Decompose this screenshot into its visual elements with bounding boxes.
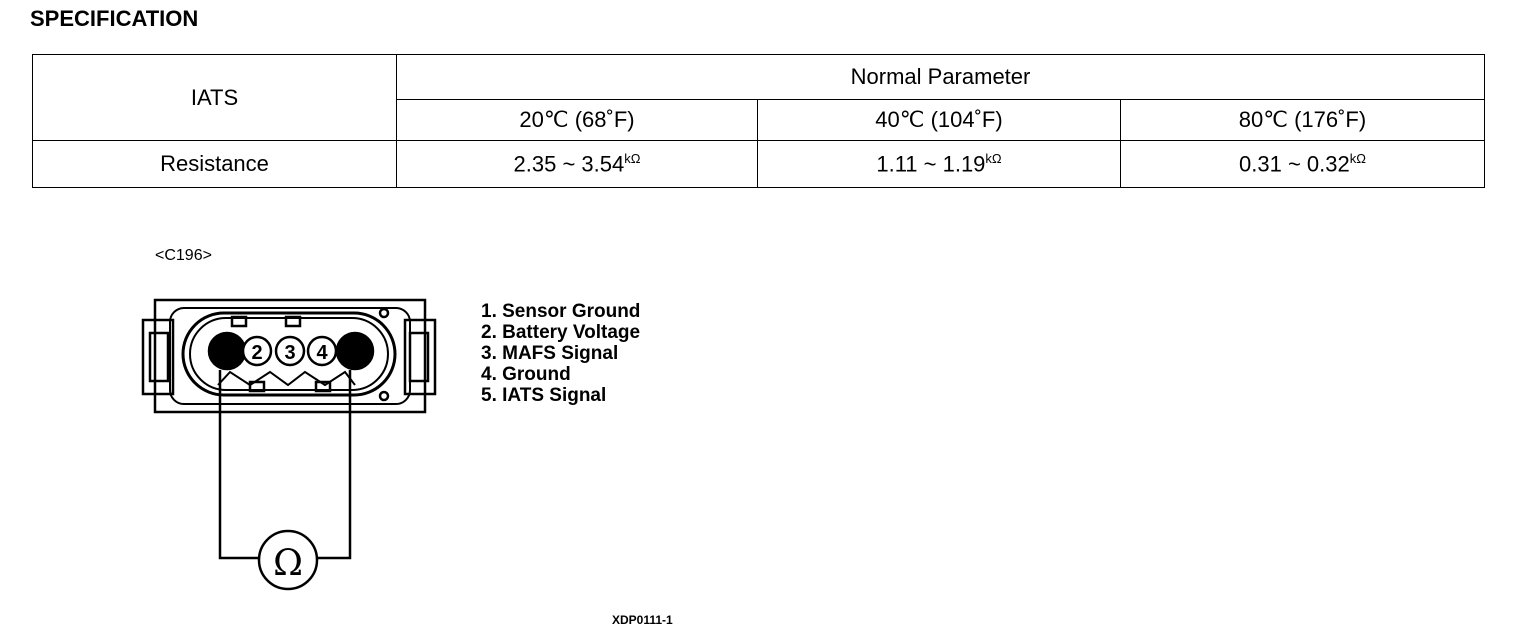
spec-table: IATS Normal Parameter 20℃ (68˚F) 40℃ (10… (32, 54, 1485, 188)
column-header: 80℃ (176˚F) (1120, 99, 1485, 141)
row-header: IATS (32, 54, 397, 141)
legend-item: 1. Sensor Ground (481, 301, 641, 322)
svg-text:3: 3 (284, 342, 295, 364)
section-title: SPECIFICATION (30, 6, 199, 31)
row-label: Resistance (32, 140, 397, 188)
pin-legend: 1. Sensor Ground 2. Battery Voltage 3. M… (481, 301, 640, 406)
value-cell: 0.31 ~ 0.32kΩ (1120, 140, 1485, 188)
column-header: 40℃ (104˚F) (757, 99, 1121, 141)
ohm-icon: Ω (273, 543, 303, 584)
value-cell: 1.11 ~ 1.19kΩ (757, 140, 1121, 188)
connector-housing (153, 298, 427, 414)
pin-1 (207, 331, 247, 371)
right-latch (403, 318, 437, 396)
svg-text:2: 2 (251, 342, 262, 364)
pin-3 (274, 335, 306, 367)
probe-wire-left (218, 370, 260, 560)
svg-text:4: 4 (316, 342, 328, 364)
pin-cavity (181, 311, 397, 397)
ohmmeter (257, 529, 319, 591)
left-latch (141, 318, 175, 396)
value-cell: 2.35 ~ 3.54kΩ (396, 140, 758, 188)
legend-item: 2. Battery Voltage (481, 322, 641, 343)
legend-item: 3. MAFS Signal (481, 343, 619, 364)
pin-5 (335, 331, 375, 371)
pin-2 (241, 335, 273, 367)
legend-item: 4. Ground (481, 364, 571, 385)
legend-item: 5. IATS Signal (481, 385, 607, 406)
column-header: 20℃ (68˚F) (396, 99, 758, 141)
probe-wire-right (317, 370, 352, 560)
connector-label: <C196> (155, 247, 212, 264)
pin-4 (306, 335, 338, 367)
figure-code: XDP0111-1 (612, 613, 673, 627)
